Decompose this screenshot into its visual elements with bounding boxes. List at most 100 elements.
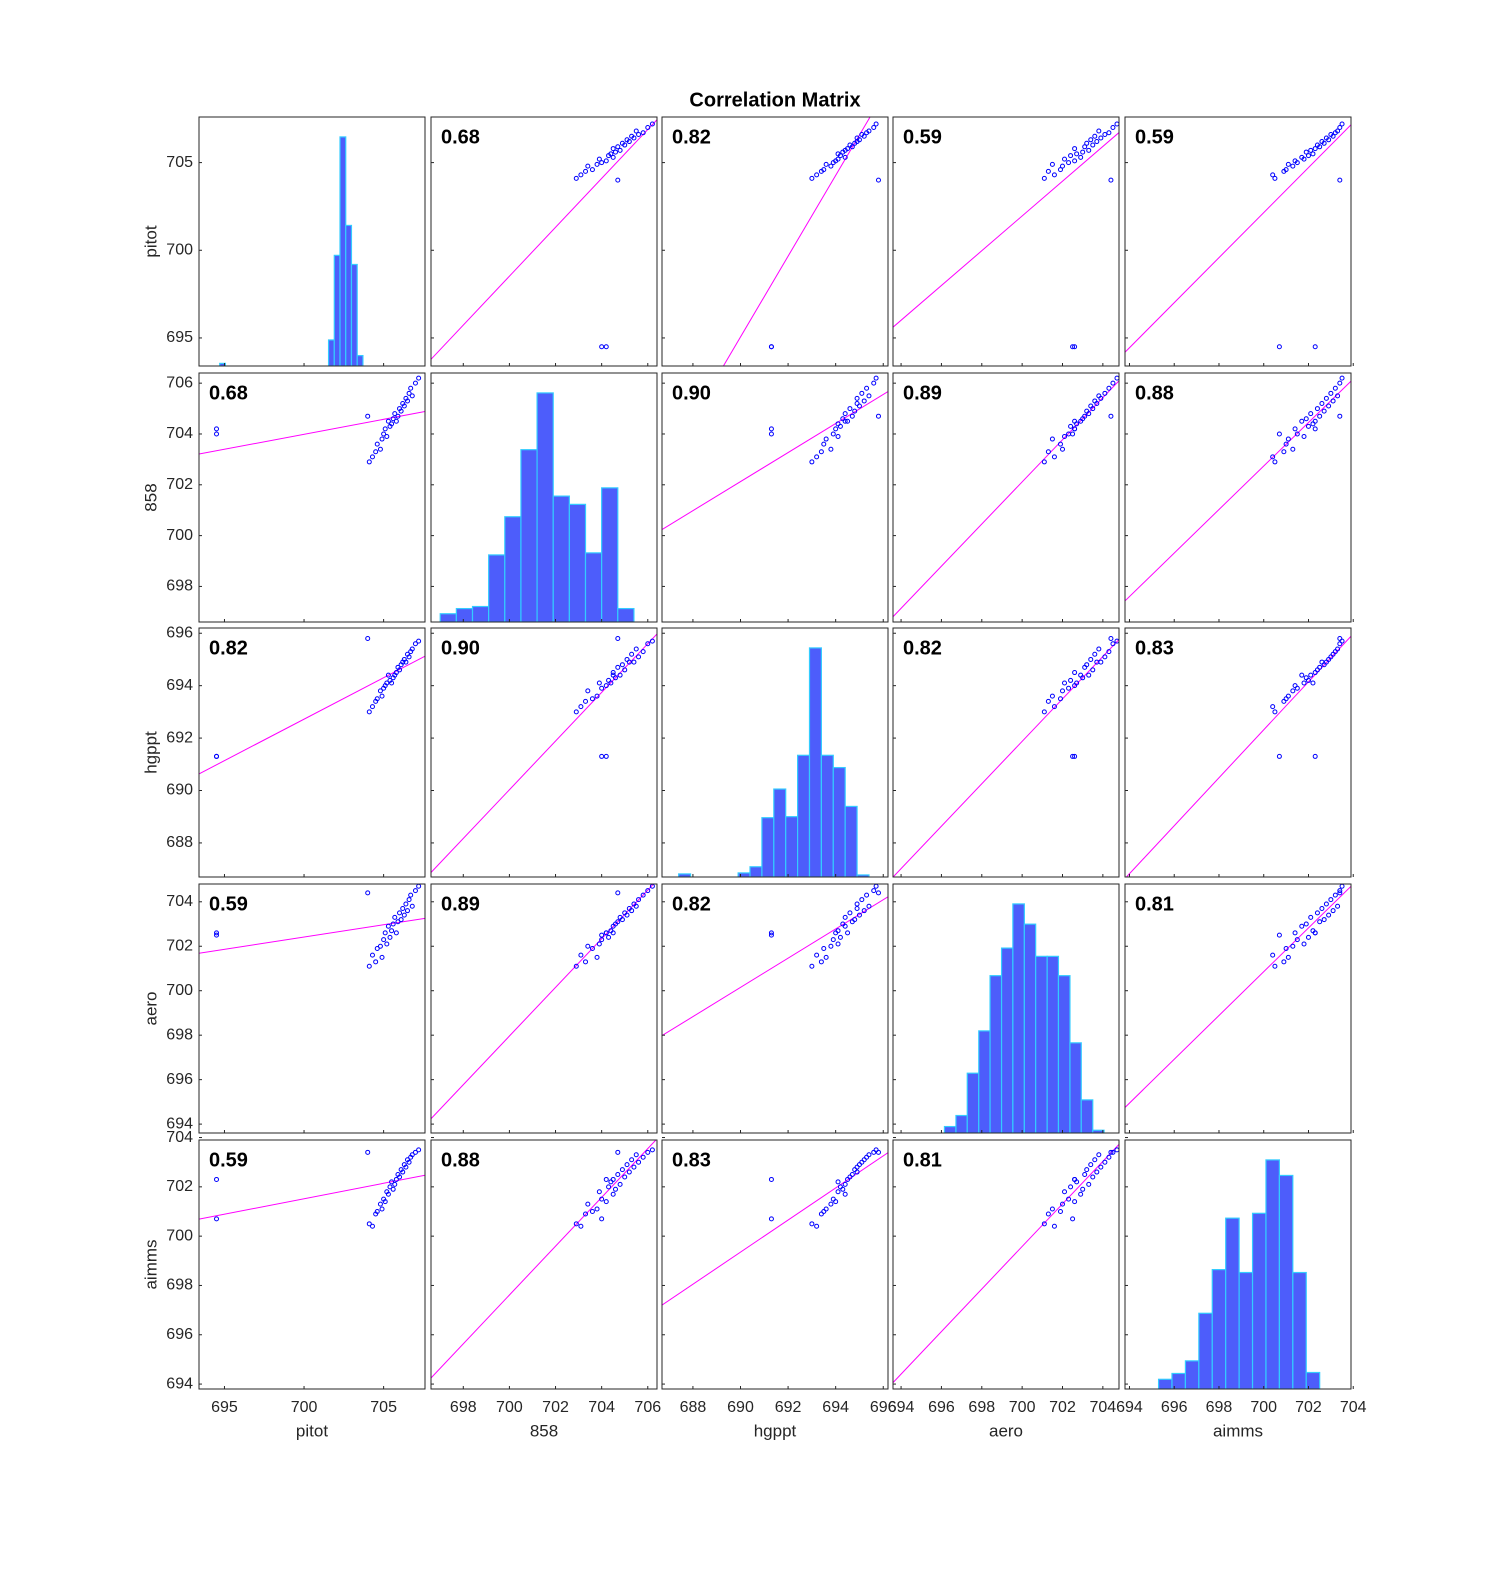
point	[1281, 959, 1287, 965]
point	[854, 395, 860, 401]
point	[1312, 753, 1318, 759]
x-tick-label: 700	[1009, 1399, 1036, 1416]
point	[633, 128, 639, 134]
y-tick-label: 705	[166, 154, 193, 171]
hist-bar	[1305, 1371, 1321, 1389]
point	[606, 934, 612, 940]
panel-content	[1125, 635, 1351, 877]
panel-content	[722, 117, 881, 366]
point	[578, 172, 584, 178]
point	[1110, 1149, 1116, 1155]
x-tick-label: 700	[291, 1399, 318, 1416]
hist-bar	[1238, 1271, 1254, 1389]
point	[649, 121, 655, 127]
point	[1276, 344, 1282, 350]
hist-bar	[989, 975, 1003, 1133]
panel	[662, 373, 888, 622]
point	[1068, 153, 1074, 159]
panel	[199, 373, 425, 622]
point	[1092, 651, 1098, 657]
point	[854, 1169, 860, 1175]
panel-frame	[198, 1139, 426, 1390]
point	[1082, 413, 1088, 419]
point	[1088, 656, 1094, 662]
point	[847, 406, 853, 412]
point	[379, 1206, 385, 1212]
point	[640, 649, 646, 655]
panel	[893, 373, 1119, 622]
point	[596, 680, 602, 686]
panel-content	[662, 884, 888, 1037]
point	[1078, 1191, 1084, 1197]
point	[599, 753, 605, 759]
point	[1080, 149, 1086, 155]
y-axis-label: aimms	[141, 1239, 160, 1289]
hist-bar	[327, 339, 335, 366]
correlation-label: 0.59	[1135, 126, 1174, 148]
point	[416, 638, 422, 644]
point	[633, 903, 639, 909]
chart-title: Correlation Matrix	[689, 89, 860, 111]
point	[365, 635, 371, 641]
point	[1301, 434, 1307, 440]
point	[1299, 418, 1305, 424]
point	[864, 1154, 870, 1160]
point	[603, 344, 609, 350]
point	[374, 441, 380, 447]
point	[392, 1181, 398, 1187]
point	[1102, 654, 1108, 660]
y-axis-label: pitot	[141, 225, 160, 257]
point	[833, 158, 839, 164]
point	[828, 943, 834, 949]
x-tick-label: 700	[496, 1399, 523, 1416]
hist-bar	[737, 872, 751, 877]
point	[1094, 1169, 1100, 1175]
point	[1088, 137, 1094, 143]
point	[1283, 167, 1289, 173]
panel-content	[893, 1144, 1119, 1383]
panel-frame	[892, 116, 1120, 367]
point	[1051, 1223, 1057, 1229]
point	[631, 659, 637, 665]
point	[379, 436, 385, 442]
hist-bar	[796, 754, 811, 877]
point	[1308, 147, 1314, 153]
panel-frame	[661, 1139, 889, 1390]
point	[589, 696, 595, 702]
point	[835, 434, 841, 440]
point	[214, 932, 220, 938]
point	[596, 941, 602, 947]
point	[397, 667, 403, 673]
hist-bar	[552, 495, 570, 622]
point	[1276, 753, 1282, 759]
point	[1072, 146, 1078, 152]
point	[633, 646, 639, 652]
point	[1084, 408, 1090, 414]
x-axis-label: pitot	[296, 1421, 328, 1440]
point	[845, 418, 851, 424]
point	[871, 888, 877, 894]
hist-bar	[455, 607, 474, 622]
point	[1051, 172, 1057, 178]
point	[835, 941, 841, 947]
panel-frame	[661, 627, 889, 878]
point	[617, 147, 623, 153]
point	[1082, 144, 1088, 150]
point	[393, 1176, 399, 1182]
point	[393, 930, 399, 936]
point	[833, 1199, 839, 1205]
point	[1292, 426, 1298, 432]
point	[214, 930, 220, 936]
point	[1321, 408, 1327, 414]
point	[818, 959, 824, 965]
point	[768, 344, 774, 350]
point	[583, 1211, 589, 1217]
point	[382, 683, 388, 689]
point	[875, 413, 881, 419]
point	[629, 1157, 635, 1163]
point	[1285, 954, 1291, 960]
point	[1090, 667, 1096, 673]
point	[1074, 151, 1080, 157]
point	[578, 704, 584, 710]
correlation-label: 0.81	[1135, 893, 1174, 915]
